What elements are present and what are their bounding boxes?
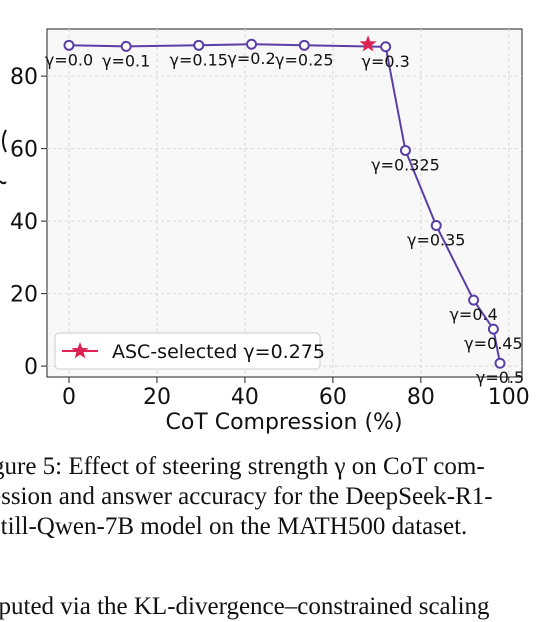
x-tick-label: 0 bbox=[62, 385, 76, 410]
point-labels: γ=0.0 γ=0.1 γ=0.15 γ=0.2 γ=0.25 γ=0.3 γ=0.325 γ… bbox=[45, 49, 524, 387]
x-axis-label: CoT Compression (%) bbox=[165, 410, 402, 435]
body-text: nputed via the KL-divergence–constrained… bbox=[0, 593, 490, 620]
y-tick-label: 80 bbox=[10, 65, 38, 90]
data-label: γ=0.15 bbox=[169, 50, 228, 69]
data-label: γ=0.2 bbox=[227, 49, 275, 68]
data-point bbox=[120, 40, 132, 52]
y-axis: 0 20 40 60 80 bbox=[10, 65, 47, 380]
legend-box bbox=[54, 332, 321, 370]
highlight-star-marker bbox=[359, 35, 377, 52]
data-label: γ=0.5 bbox=[476, 368, 524, 387]
legend-label: ASC-selected γ=0.275 bbox=[112, 341, 325, 363]
x-tick-label: 20 bbox=[143, 385, 171, 410]
data-label: γ=0.4 bbox=[449, 305, 497, 324]
data-label: γ=0.35 bbox=[407, 230, 466, 249]
data-point bbox=[494, 357, 506, 369]
x-tick-label: 40 bbox=[231, 385, 259, 410]
y-tick-label: 20 bbox=[10, 283, 38, 308]
data-label: γ=0.3 bbox=[361, 52, 409, 71]
data-label: γ=0.25 bbox=[275, 50, 334, 69]
data-point bbox=[380, 41, 392, 53]
y-axis-label-fragment bbox=[0, 180, 7, 185]
data-points bbox=[63, 38, 506, 369]
plot-area bbox=[46, 28, 523, 378]
data-point bbox=[399, 144, 411, 156]
x-tick-label: 100 bbox=[488, 385, 530, 410]
x-tick-label: 60 bbox=[319, 385, 347, 410]
data-point bbox=[246, 38, 258, 50]
y-tick-label: 60 bbox=[10, 138, 38, 163]
caption-line: istill-Qwen-7B model on the MATH500 data… bbox=[0, 513, 468, 540]
caption-line: ession and answer accuracy for the DeepS… bbox=[0, 483, 493, 510]
data-point bbox=[298, 39, 310, 51]
data-point bbox=[430, 219, 442, 231]
data-point bbox=[63, 39, 75, 51]
data-label: γ=0.0 bbox=[45, 50, 93, 69]
data-label: γ=0.325 bbox=[371, 155, 440, 174]
y-tick-label: 40 bbox=[10, 210, 38, 235]
x-tick-label: 80 bbox=[407, 385, 435, 410]
x-axis: 0 20 40 60 80 100 bbox=[62, 377, 530, 410]
y-axis-label-fragment bbox=[2, 129, 7, 153]
legend-star-icon bbox=[71, 342, 89, 359]
data-label: γ=0.45 bbox=[464, 334, 523, 353]
legend: ASC-selected γ=0.275 bbox=[54, 332, 325, 370]
y-tick-label: 0 bbox=[24, 355, 38, 380]
data-point bbox=[193, 39, 205, 51]
figure-caption: gure 5: Effect of steering strength γ on… bbox=[0, 452, 560, 542]
caption-line: gure 5: Effect of steering strength γ on… bbox=[0, 453, 485, 480]
data-point bbox=[487, 323, 499, 335]
data-point bbox=[468, 294, 480, 306]
data-label: γ=0.1 bbox=[102, 51, 150, 70]
